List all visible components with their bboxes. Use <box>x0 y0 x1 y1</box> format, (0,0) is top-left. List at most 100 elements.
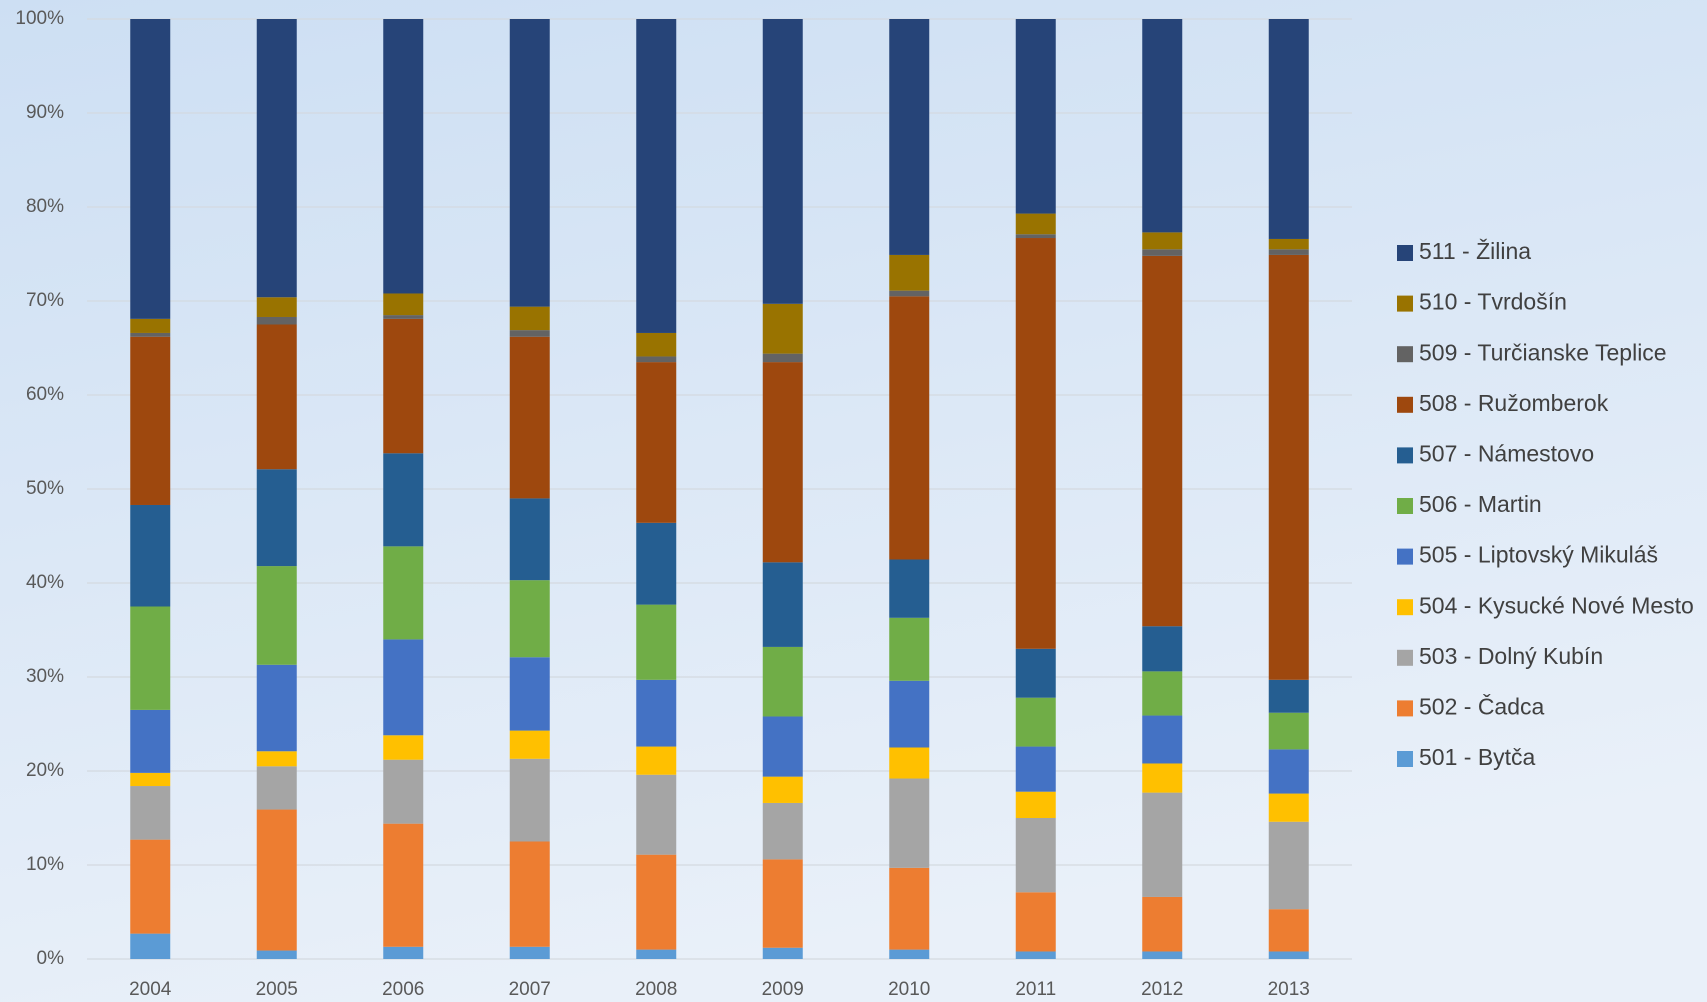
y-tick-label: 30% <box>26 666 64 687</box>
bar-segment <box>130 786 171 840</box>
y-tick-label: 10% <box>26 854 64 875</box>
bar-segment <box>1015 791 1056 818</box>
bar-segment <box>130 772 171 787</box>
bar-segment <box>256 19 297 298</box>
bar-segment <box>383 19 424 294</box>
bar-segment <box>509 330 550 337</box>
bar-segment <box>509 306 550 331</box>
bars <box>130 19 1309 959</box>
bar-segment <box>1268 238 1309 250</box>
bar-segment <box>509 730 550 759</box>
bar-segment <box>636 19 677 333</box>
bar-segment <box>1015 213 1056 235</box>
bar-segment <box>256 751 297 767</box>
bar-segment <box>1142 671 1183 716</box>
bar-segment <box>1015 951 1056 959</box>
bar-segment <box>636 356 677 363</box>
legend-swatch <box>1397 245 1413 261</box>
bar-segment <box>383 946 424 959</box>
bar-segment <box>509 657 550 731</box>
bar-segment <box>1268 712 1309 750</box>
bar-segment <box>256 950 297 959</box>
bar-segment <box>889 290 930 297</box>
y-tick-label: 70% <box>26 290 64 311</box>
bar-segment <box>383 315 424 319</box>
bar-segment <box>1268 821 1309 910</box>
bar-segment <box>130 606 171 710</box>
bar-segment <box>1268 951 1309 959</box>
bar-segment <box>509 841 550 947</box>
bar-segment <box>1268 909 1309 952</box>
legend-swatch <box>1397 447 1413 464</box>
bar-segment <box>1142 763 1183 793</box>
legend-label: 501 - Bytča <box>1419 744 1536 770</box>
legend-label: 506 - Martin <box>1419 491 1542 517</box>
y-tick-label: 20% <box>26 760 64 781</box>
bar-segment <box>889 617 930 681</box>
bar-segment <box>636 604 677 680</box>
bar-segment <box>1142 951 1183 959</box>
bar-segment <box>130 19 171 319</box>
bar-segment <box>636 746 677 775</box>
grid <box>87 18 1352 960</box>
bar-segment <box>636 362 677 523</box>
bar-segment <box>130 933 171 959</box>
x-tick-label: 2004 <box>129 979 172 1000</box>
bar-segment <box>1268 749 1309 794</box>
bar-segment <box>383 318 424 454</box>
bar-segment <box>889 949 930 959</box>
bar-segment <box>130 709 171 773</box>
bar-segment <box>256 766 297 810</box>
legend-label: 509 - Turčianske Teplice <box>1419 339 1667 365</box>
x-tick-label: 2011 <box>1015 979 1056 1000</box>
bar-segment <box>1268 249 1309 255</box>
bar-segment <box>1015 238 1056 649</box>
x-tick-label: 2010 <box>888 979 930 1000</box>
bar-segment <box>1015 648 1056 698</box>
bar-segment <box>1268 793 1309 822</box>
legend-label: 508 - Ružomberok <box>1419 390 1609 416</box>
labels: 0% 10% 20% 30% 40% 50% 60% 70% 80% 90% 100% 2004 200… <box>15 8 1310 1000</box>
y-tick-label: 50% <box>26 478 64 499</box>
bar-segment <box>1015 818 1056 893</box>
bar-segment <box>762 947 803 959</box>
bar-segment <box>762 362 803 563</box>
bar-segment <box>1015 892 1056 952</box>
legend-swatch <box>1397 295 1413 312</box>
legend: 501 - Bytča 502 - Čadca 503 - Dolný Kubín 5… <box>1397 238 1694 770</box>
legend-label: 510 - Tvrdošín <box>1419 289 1567 315</box>
bar-segment <box>762 646 803 717</box>
x-tick-label: 2006 <box>382 979 424 1000</box>
bar-segment <box>1015 234 1056 239</box>
bar-segment <box>256 324 297 470</box>
bar-segment <box>762 353 803 363</box>
bar-segment <box>889 296 930 560</box>
legend-label: 507 - Námestovo <box>1419 440 1594 466</box>
bar-segment <box>1268 19 1309 239</box>
legend-label: 511 - Žilina <box>1419 238 1531 264</box>
bar-segment <box>130 318 171 333</box>
bar-segment <box>762 303 803 354</box>
bar-segment <box>636 949 677 959</box>
bar-segment <box>130 504 171 607</box>
bar-segment <box>762 802 803 860</box>
y-tick-label: 100% <box>15 8 64 29</box>
bar-segment <box>256 316 297 325</box>
bar-segment <box>130 839 171 934</box>
bar-segment <box>130 336 171 505</box>
bar-segment <box>1268 679 1309 713</box>
bar-segment <box>1015 697 1056 747</box>
bar-segment <box>383 823 424 947</box>
y-tick-label: 60% <box>26 384 64 405</box>
bar-segment <box>256 469 297 567</box>
legend-swatch <box>1397 346 1413 363</box>
bar-segment <box>509 758 550 842</box>
bar-segment <box>1142 232 1183 250</box>
bar-segment <box>636 522 677 605</box>
bar-segment <box>383 453 424 547</box>
bar-segment <box>1142 19 1183 233</box>
bar-segment <box>636 679 677 747</box>
y-tick-label: 0% <box>37 948 65 969</box>
